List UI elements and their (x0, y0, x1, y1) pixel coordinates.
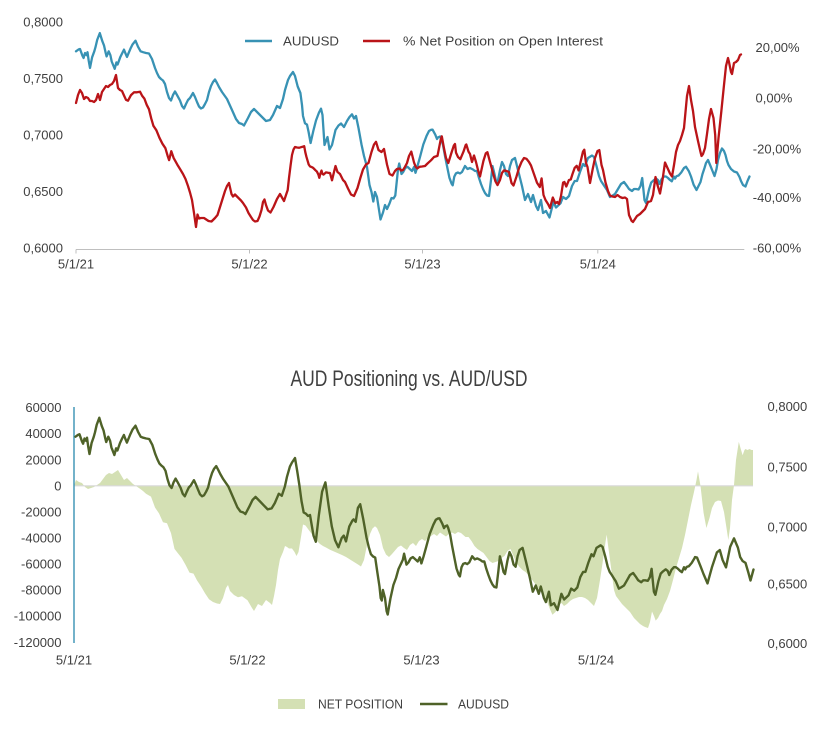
svg-text:60000: 60000 (25, 400, 61, 415)
svg-text:-40,00%: -40,00% (753, 190, 802, 205)
svg-text:-100000: -100000 (14, 609, 62, 624)
svg-text:20000: 20000 (25, 453, 61, 468)
svg-text:5/1/21: 5/1/21 (58, 257, 94, 272)
svg-text:5/1/24: 5/1/24 (578, 653, 614, 668)
svg-text:0,6500: 0,6500 (768, 577, 808, 592)
svg-text:0,7000: 0,7000 (23, 128, 63, 143)
svg-text:0,6500: 0,6500 (23, 184, 63, 199)
svg-text:-40000: -40000 (21, 531, 61, 546)
svg-text:5/1/23: 5/1/23 (403, 653, 439, 668)
svg-text:5/1/21: 5/1/21 (56, 653, 92, 668)
svg-text:0,6000: 0,6000 (768, 636, 808, 651)
svg-text:0,7500: 0,7500 (23, 71, 63, 86)
svg-text:-120000: -120000 (14, 635, 62, 650)
svg-text:0,6000: 0,6000 (23, 241, 63, 256)
svg-text:0,8000: 0,8000 (768, 399, 808, 414)
svg-text:AUDUSD: AUDUSD (458, 697, 509, 712)
svg-text:-60,00%: -60,00% (753, 241, 802, 256)
svg-text:0,7500: 0,7500 (768, 460, 808, 475)
svg-text:-80000: -80000 (21, 583, 61, 598)
svg-text:-60000: -60000 (21, 557, 61, 572)
svg-text:0: 0 (54, 479, 61, 494)
svg-text:% Net Position on Open Interes: % Net Position on Open Interest (403, 34, 603, 49)
svg-text:5/1/23: 5/1/23 (404, 257, 440, 272)
svg-text:NET POSITION: NET POSITION (318, 697, 403, 712)
svg-text:5/1/22: 5/1/22 (231, 257, 267, 272)
svg-text:40000: 40000 (25, 426, 61, 441)
svg-text:20,00%: 20,00% (756, 40, 801, 55)
svg-text:0,8000: 0,8000 (23, 15, 63, 30)
svg-text:0,00%: 0,00% (756, 91, 793, 106)
svg-text:-20000: -20000 (21, 505, 61, 520)
svg-text:-20,00%: -20,00% (753, 142, 802, 157)
svg-text:AUD Positioning vs. AUD/USD: AUD Positioning vs. AUD/USD (291, 366, 528, 391)
svg-text:5/1/24: 5/1/24 (580, 257, 616, 272)
svg-text:5/1/22: 5/1/22 (229, 653, 265, 668)
svg-text:0,7000: 0,7000 (768, 520, 808, 535)
svg-text:AUDUSD: AUDUSD (283, 34, 339, 49)
